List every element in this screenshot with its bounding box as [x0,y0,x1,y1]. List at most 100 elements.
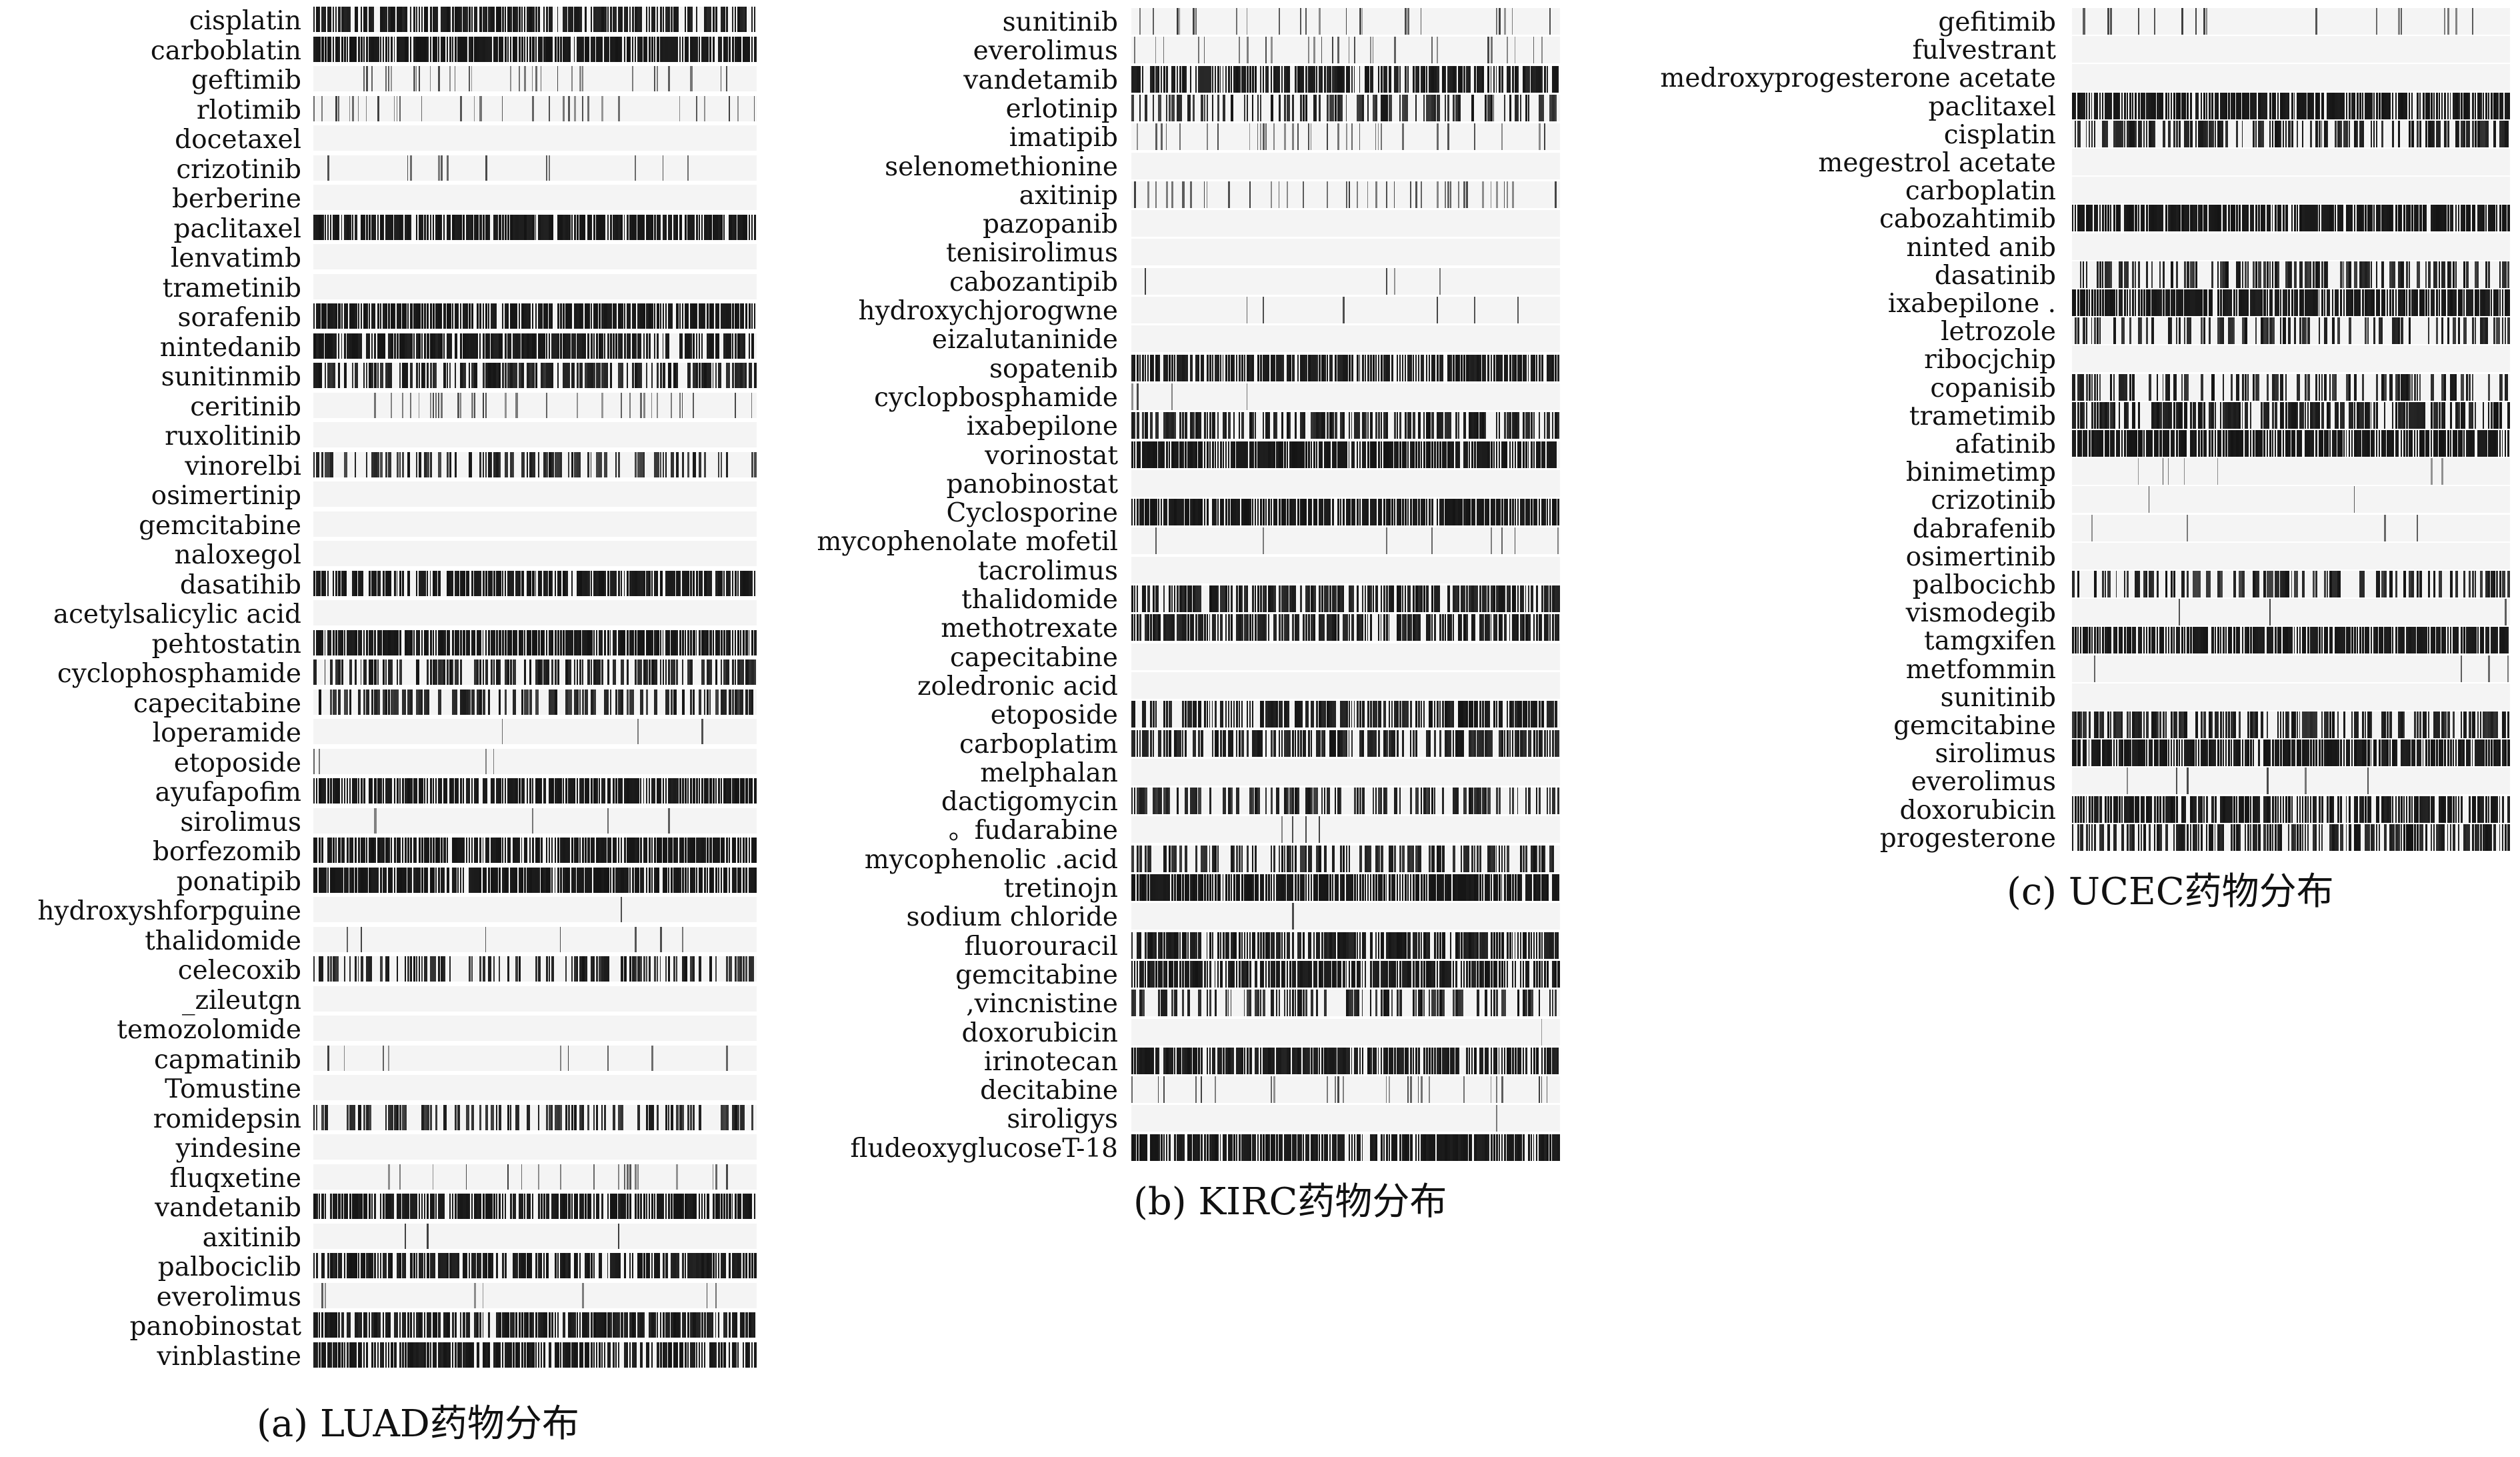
row-label: palbocichb [1913,572,2056,598]
heatmap-row: cabozahtimib [1613,205,2520,233]
row-label: ixabepilone . [1888,291,2056,317]
heatmap-row: ninted anib [1613,233,2520,261]
heatmap-row: siroligys [780,1105,1580,1134]
barcode-strip [2072,374,2510,401]
barcode-strip [1131,383,1560,410]
row-label: fluqxetine [169,1166,301,1192]
row-label: ayufapofim [155,780,301,806]
barcode-strip [313,1046,757,1071]
heatmap-row: sunitinib [1613,683,2520,711]
heatmap-row: megestrol acetate [1613,149,2520,177]
barcode-strip [2072,627,2510,653]
row-label: letrozole [1941,319,2056,345]
row-label: crizotinib [1931,487,2056,513]
heatmap-row: 。fudarabine [780,816,1580,845]
barcode-strip [1131,903,1560,930]
heatmap-row: cyclophosphamide [0,659,760,689]
heatmap-row: metfommin [1613,655,2520,683]
barcode-strip [2072,233,2510,260]
barcode-strip [313,155,757,181]
row-label: cabozahtimib [1879,206,2056,232]
heatmap-row: gefitimib [1613,8,2520,36]
row-label: fludeoxyglucoseT-18 [851,1136,1118,1162]
heatmap-row: yindesine [0,1134,760,1164]
barcode-strip [2072,599,2510,625]
barcode-strip [313,96,757,121]
heatmap-row: geftimib [0,66,760,96]
row-label: vorinostat [985,443,1118,469]
heatmap-row: tacrolimus [780,557,1580,585]
barcode-strip [1131,268,1560,295]
barcode-strip [1131,932,1560,959]
row-label: carboblatin [151,38,301,64]
heatmap-row: vismodegib [1613,599,2520,627]
barcode-strip [2072,824,2510,851]
heatmap-row: vorinostat [780,441,1580,470]
heatmap-row: vandetanib [0,1194,760,1224]
row-label: pehtostatin [151,631,301,657]
row-label: sirolimus [180,810,301,836]
heatmap-row: melphalan [780,759,1580,788]
row-label: sunitinib [1003,9,1118,35]
barcode-strip [1131,1076,1560,1103]
barcode-strip [1131,210,1560,237]
barcode-strip [313,838,757,863]
row-label: vandetamib [963,67,1118,93]
row-label: lenvatimb [171,245,301,271]
row-label: nintedanib [160,335,301,361]
heatmap-row: lenvatimb [0,244,760,274]
barcode-strip [313,333,757,359]
row-label: ,vincnistine [966,991,1118,1017]
barcode-strip [1131,816,1560,843]
barcode-strip [313,1075,757,1100]
row-label: Tomustine [165,1076,301,1102]
heatmap-row: panobinostat [780,470,1580,499]
row-label: eizalutaninide [932,327,1118,353]
barcode-strip [2072,177,2510,203]
row-label: medroxyprogesterone acetate [1660,65,2056,91]
row-label: geftimib [191,67,301,93]
row-label: gefitimib [1938,9,2056,35]
barcode-strip [313,689,757,715]
barcode-strip [313,125,757,151]
heatmap-row: carboplatin [1613,177,2520,205]
heatmap-row: palbocichb [1613,571,2520,599]
barcode-strip [1131,1048,1560,1074]
barcode-strip [2072,289,2510,316]
row-label: imatipib [1009,125,1118,151]
row-label: palbociclib [158,1254,301,1280]
barcode-strip [1131,499,1560,525]
row-label: sunitinib [1941,685,2056,711]
row-label: loperamide [153,720,301,746]
heatmap-row: cisplatin [0,7,760,37]
barcode-strip [1131,846,1560,872]
row-label: dasatihib [180,572,301,598]
heatmap-row: letrozole [1613,317,2520,345]
barcode-strip [313,393,757,418]
row-label: pazopanib [983,211,1118,237]
heatmap-row: everolimus [1613,768,2520,796]
barcode-strip [2072,543,2510,569]
row-label: capmatinib [154,1047,301,1073]
row-label: _zileutgn [182,988,301,1014]
barcode-strip [313,868,757,893]
row-label: 。fudarabine [949,818,1118,844]
heatmap-row: ixabepilone . [1613,289,2520,317]
row-label: acetylsalicylic acid [53,601,301,627]
row-label: megestrol acetate [1818,150,2056,176]
barcode-strip [2072,8,2510,35]
barcode-strip [2072,345,2510,372]
heatmap-row: progesterone [1613,824,2520,852]
barcode-strip [2072,571,2510,597]
heatmap-row: imatipib [780,123,1580,152]
row-label: trametinib [163,275,301,301]
barcode-strip [313,244,757,269]
heatmap-row: dasatinib [1613,261,2520,289]
heatmap-row: palbociclib [0,1253,760,1283]
panel-caption: (a) LUAD药物分布 [257,1406,579,1443]
row-label: crizotinib [176,157,301,183]
row-label: doxorubicin [961,1020,1118,1046]
barcode-strip [313,571,757,596]
heatmap-row: acetylsalicylic acid [0,600,760,630]
barcode-strip [1131,585,1560,612]
